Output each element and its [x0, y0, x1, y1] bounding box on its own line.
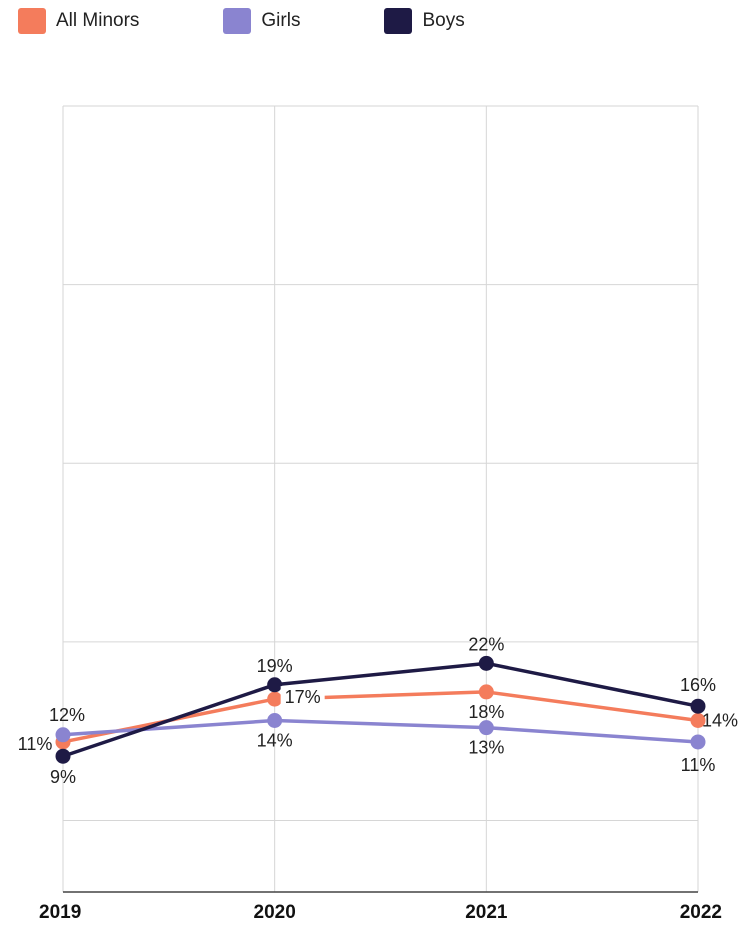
data-label-boys: 9%: [50, 767, 76, 787]
legend-item-boys[interactable]: Boys: [384, 8, 465, 34]
legend-label-girls: Girls: [261, 10, 301, 31]
legend-swatch-girls: [223, 8, 252, 34]
data-label-girls: 12%: [49, 705, 85, 725]
legend-swatch-all-minors: [18, 8, 46, 34]
legend-item-girls[interactable]: Girls: [223, 8, 300, 34]
data-point-girls: [690, 734, 706, 750]
series-line-girls: [62, 718, 699, 744]
data-point-girls: [267, 713, 283, 729]
legend-label-boys: Boys: [422, 10, 465, 31]
data-label-girls: 14%: [257, 731, 293, 751]
legend: All Minors Girls Boys: [18, 6, 549, 36]
data-label-boys: 16%: [680, 675, 716, 695]
data-label-all-minors: 18%: [468, 702, 504, 722]
data-label-all-minors: 11%: [18, 734, 53, 754]
data-point-boys: [478, 655, 494, 671]
data-point-boys: [690, 698, 706, 714]
data-label-boys: 19%: [257, 656, 293, 676]
data-label-all-minors: 14%: [702, 711, 738, 731]
legend-label-all-minors: All Minors: [56, 10, 140, 31]
legend-swatch-boys: [384, 8, 413, 34]
x-tick-label: 2022: [680, 902, 722, 923]
series-line-boys: [62, 661, 699, 758]
data-point-girls: [478, 720, 494, 736]
x-tick-label: 2020: [254, 902, 296, 923]
legend-item-all-minors[interactable]: All Minors: [18, 8, 139, 34]
data-point-all-minors: [267, 691, 283, 707]
data-point-all-minors: [690, 713, 706, 729]
data-label-background: [280, 686, 325, 709]
x-tick-label: 2021: [465, 902, 508, 923]
data-point-girls: [55, 727, 71, 743]
data-label-girls: 11%: [681, 755, 716, 775]
data-point-boys: [267, 677, 283, 693]
data-label-girls: 13%: [468, 738, 504, 758]
data-label-all-minors: 17%: [285, 687, 321, 707]
data-point-all-minors: [478, 684, 494, 700]
x-tick-label: 2019: [39, 902, 81, 923]
data-label-boys: 22%: [468, 634, 504, 654]
data-point-boys: [55, 748, 71, 764]
